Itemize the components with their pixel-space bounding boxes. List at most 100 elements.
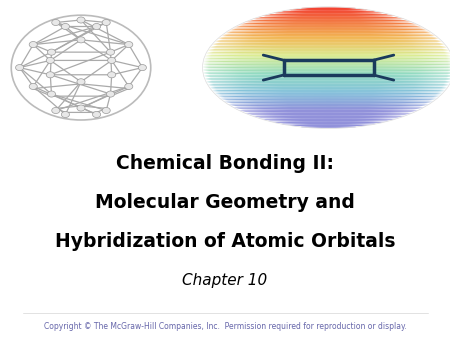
Ellipse shape	[221, 35, 436, 37]
Circle shape	[102, 20, 110, 26]
Ellipse shape	[213, 42, 444, 44]
Ellipse shape	[301, 126, 356, 128]
Ellipse shape	[218, 96, 439, 97]
Circle shape	[77, 37, 85, 43]
Ellipse shape	[223, 100, 434, 102]
Circle shape	[108, 57, 116, 64]
Ellipse shape	[216, 39, 441, 41]
Ellipse shape	[220, 36, 437, 38]
Ellipse shape	[238, 24, 418, 26]
Ellipse shape	[281, 123, 376, 125]
Ellipse shape	[245, 21, 412, 23]
Ellipse shape	[257, 117, 400, 119]
Circle shape	[107, 49, 115, 55]
Ellipse shape	[203, 62, 450, 64]
Circle shape	[77, 17, 85, 23]
Circle shape	[47, 49, 55, 55]
Circle shape	[52, 107, 60, 114]
Circle shape	[77, 105, 85, 111]
Ellipse shape	[213, 91, 444, 93]
Ellipse shape	[289, 9, 368, 11]
Circle shape	[125, 42, 133, 48]
Circle shape	[61, 112, 69, 118]
Circle shape	[138, 65, 146, 71]
Ellipse shape	[218, 38, 439, 40]
Circle shape	[16, 65, 24, 71]
Ellipse shape	[267, 14, 390, 15]
Ellipse shape	[207, 51, 450, 53]
Ellipse shape	[206, 80, 450, 82]
Text: Hybridization of Atomic Orbitals: Hybridization of Atomic Orbitals	[55, 232, 395, 251]
Ellipse shape	[253, 115, 404, 117]
Text: Chemical Bonding II:: Chemical Bonding II:	[116, 154, 334, 173]
Ellipse shape	[301, 7, 356, 9]
Ellipse shape	[202, 68, 450, 70]
Circle shape	[47, 91, 55, 97]
Ellipse shape	[216, 94, 441, 96]
Circle shape	[46, 72, 54, 78]
Ellipse shape	[215, 41, 442, 43]
Ellipse shape	[204, 56, 450, 58]
Ellipse shape	[205, 54, 450, 56]
Text: Molecular Geometry and: Molecular Geometry and	[95, 193, 355, 212]
Ellipse shape	[203, 59, 450, 61]
Ellipse shape	[209, 47, 448, 49]
Ellipse shape	[249, 20, 408, 21]
Ellipse shape	[257, 17, 400, 18]
Ellipse shape	[212, 44, 446, 46]
Ellipse shape	[249, 114, 408, 116]
Ellipse shape	[233, 27, 424, 29]
Ellipse shape	[235, 108, 422, 110]
Ellipse shape	[274, 12, 383, 14]
Ellipse shape	[220, 97, 437, 99]
Circle shape	[46, 57, 54, 64]
Ellipse shape	[205, 79, 450, 81]
Ellipse shape	[212, 90, 446, 91]
Circle shape	[102, 107, 110, 114]
Ellipse shape	[274, 121, 383, 123]
Ellipse shape	[208, 85, 449, 87]
Ellipse shape	[262, 118, 395, 120]
Ellipse shape	[289, 124, 368, 126]
Ellipse shape	[203, 73, 450, 75]
Ellipse shape	[225, 32, 432, 33]
Circle shape	[29, 42, 37, 48]
Ellipse shape	[281, 10, 376, 12]
Circle shape	[93, 112, 101, 118]
Ellipse shape	[207, 50, 450, 52]
Ellipse shape	[202, 70, 450, 72]
Ellipse shape	[223, 33, 434, 35]
Circle shape	[125, 83, 133, 90]
Ellipse shape	[208, 48, 449, 50]
Ellipse shape	[253, 18, 404, 20]
Ellipse shape	[233, 106, 424, 108]
Ellipse shape	[221, 99, 436, 100]
Ellipse shape	[207, 83, 450, 85]
Ellipse shape	[207, 82, 450, 84]
Ellipse shape	[262, 15, 395, 17]
Ellipse shape	[228, 103, 429, 105]
Ellipse shape	[202, 65, 450, 67]
Ellipse shape	[204, 77, 450, 79]
Ellipse shape	[215, 93, 442, 94]
Ellipse shape	[211, 88, 446, 90]
Ellipse shape	[242, 111, 415, 113]
Text: Copyright © The McGraw-Hill Companies, Inc.  Permission required for reproductio: Copyright © The McGraw-Hill Companies, I…	[44, 322, 406, 331]
Circle shape	[77, 79, 85, 85]
Ellipse shape	[203, 61, 450, 63]
Circle shape	[61, 23, 69, 29]
Circle shape	[93, 23, 101, 29]
Ellipse shape	[267, 120, 390, 122]
Ellipse shape	[202, 64, 450, 66]
Ellipse shape	[230, 105, 427, 106]
Ellipse shape	[235, 26, 422, 27]
Ellipse shape	[203, 71, 450, 73]
Ellipse shape	[242, 23, 415, 24]
Circle shape	[52, 20, 60, 26]
Ellipse shape	[211, 45, 446, 47]
Ellipse shape	[206, 53, 450, 55]
Ellipse shape	[209, 87, 448, 88]
Ellipse shape	[225, 102, 432, 103]
Ellipse shape	[204, 76, 450, 78]
Ellipse shape	[204, 57, 450, 59]
